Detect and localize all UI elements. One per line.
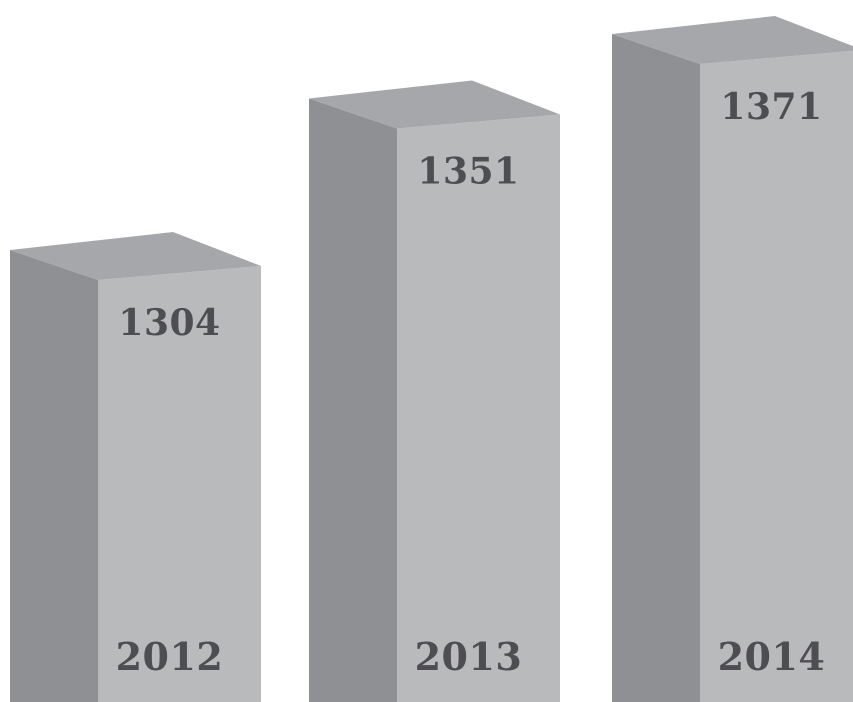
bar-front-face [700,50,853,702]
bar-side-face [10,250,98,702]
category-label-2013: 2013 [415,634,523,679]
bar-top-face [612,16,853,64]
value-label-2012: 1304 [118,302,220,344]
bar-top-face [10,232,261,280]
bar-2014: 1371 2014 [612,16,853,702]
bar-front-face [397,114,560,702]
bar-top-face [309,80,560,129]
value-label-2013: 1351 [417,150,519,192]
bar-side-face [612,34,700,702]
category-label-2012: 2012 [116,634,224,679]
value-label-2014: 1371 [720,86,822,128]
bar-2012: 1304 2012 [10,232,261,702]
category-label-2014: 2014 [718,634,826,679]
bar-2013: 1351 2013 [309,80,560,702]
bar-side-face [309,98,397,702]
bar-front-face [98,266,261,702]
